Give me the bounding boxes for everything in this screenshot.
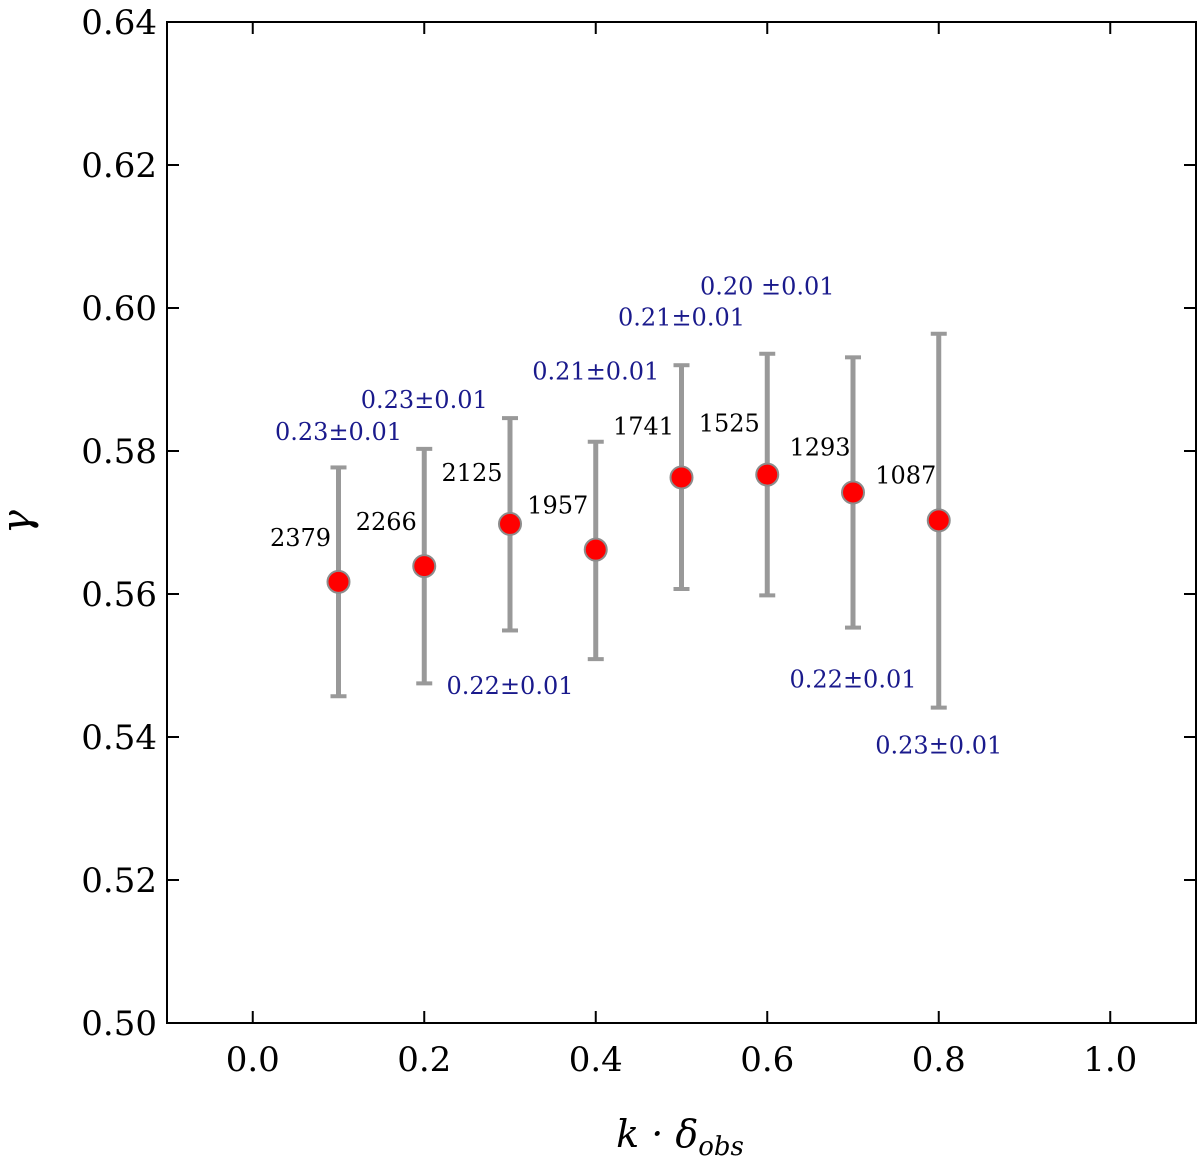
fit-label: 0.21±0.01: [532, 358, 659, 386]
x-tick-label: 0.0: [226, 1040, 280, 1080]
x-tick-label: 1.0: [1083, 1040, 1137, 1080]
count-label: 1957: [527, 492, 588, 520]
fit-label: 0.20 ±0.01: [700, 273, 835, 301]
fit-label: 0.23±0.01: [361, 386, 488, 414]
fit-label: 0.22±0.01: [790, 665, 917, 693]
fit-label: 0.21±0.01: [618, 303, 745, 331]
count-label: 2125: [441, 459, 502, 487]
count-label: 2266: [356, 508, 417, 536]
axis-ticks: 0.0 0.2 0.4 0.6 0.8 1.0 0.50 0.52 0.54 0.56 0.58 0.…: [81, 3, 1196, 1080]
y-tick-label: 0.58: [81, 432, 157, 472]
fit-label: 0.23±0.01: [875, 731, 1002, 759]
data-points: [326, 462, 951, 594]
y-tick-label: 0.62: [81, 146, 157, 186]
y-tick-label: 0.50: [81, 1004, 157, 1044]
x-axis-label: k · δobs: [616, 1112, 744, 1159]
y-tick-label: 0.60: [81, 289, 157, 329]
data-point: [412, 554, 437, 579]
x-tick-label: 0.2: [397, 1040, 451, 1080]
data-point: [669, 465, 694, 490]
count-label: 1087: [875, 461, 936, 489]
count-label: 2379: [270, 524, 331, 552]
annotations: 2379 0.23±0.01 2266 0.23±0.01 2125 0.22±0.01 1…: [270, 273, 1002, 760]
x-tick-label: 0.4: [569, 1040, 623, 1080]
x-tick-label: 0.6: [740, 1040, 794, 1080]
data-point: [755, 462, 780, 487]
error-bars: [330, 331, 947, 710]
fit-label: 0.23±0.01: [275, 418, 402, 446]
fit-label: 0.22±0.01: [447, 672, 574, 700]
count-label: 1293: [789, 433, 850, 461]
data-point: [498, 511, 522, 536]
plot-frame: [166, 21, 1197, 1024]
data-point: [583, 537, 608, 562]
y-tick-label: 0.56: [81, 575, 157, 615]
data-point: [326, 569, 351, 594]
y-tick-label: 0.54: [81, 718, 157, 758]
data-point: [841, 480, 865, 505]
y-axis-label: γ: [0, 510, 40, 534]
count-label: 1525: [699, 410, 760, 438]
count-label: 1741: [613, 412, 674, 440]
y-tick-label: 0.52: [81, 861, 157, 901]
x-tick-label: 0.8: [912, 1040, 966, 1080]
y-tick-label: 0.64: [81, 3, 157, 43]
data-point: [926, 508, 951, 533]
